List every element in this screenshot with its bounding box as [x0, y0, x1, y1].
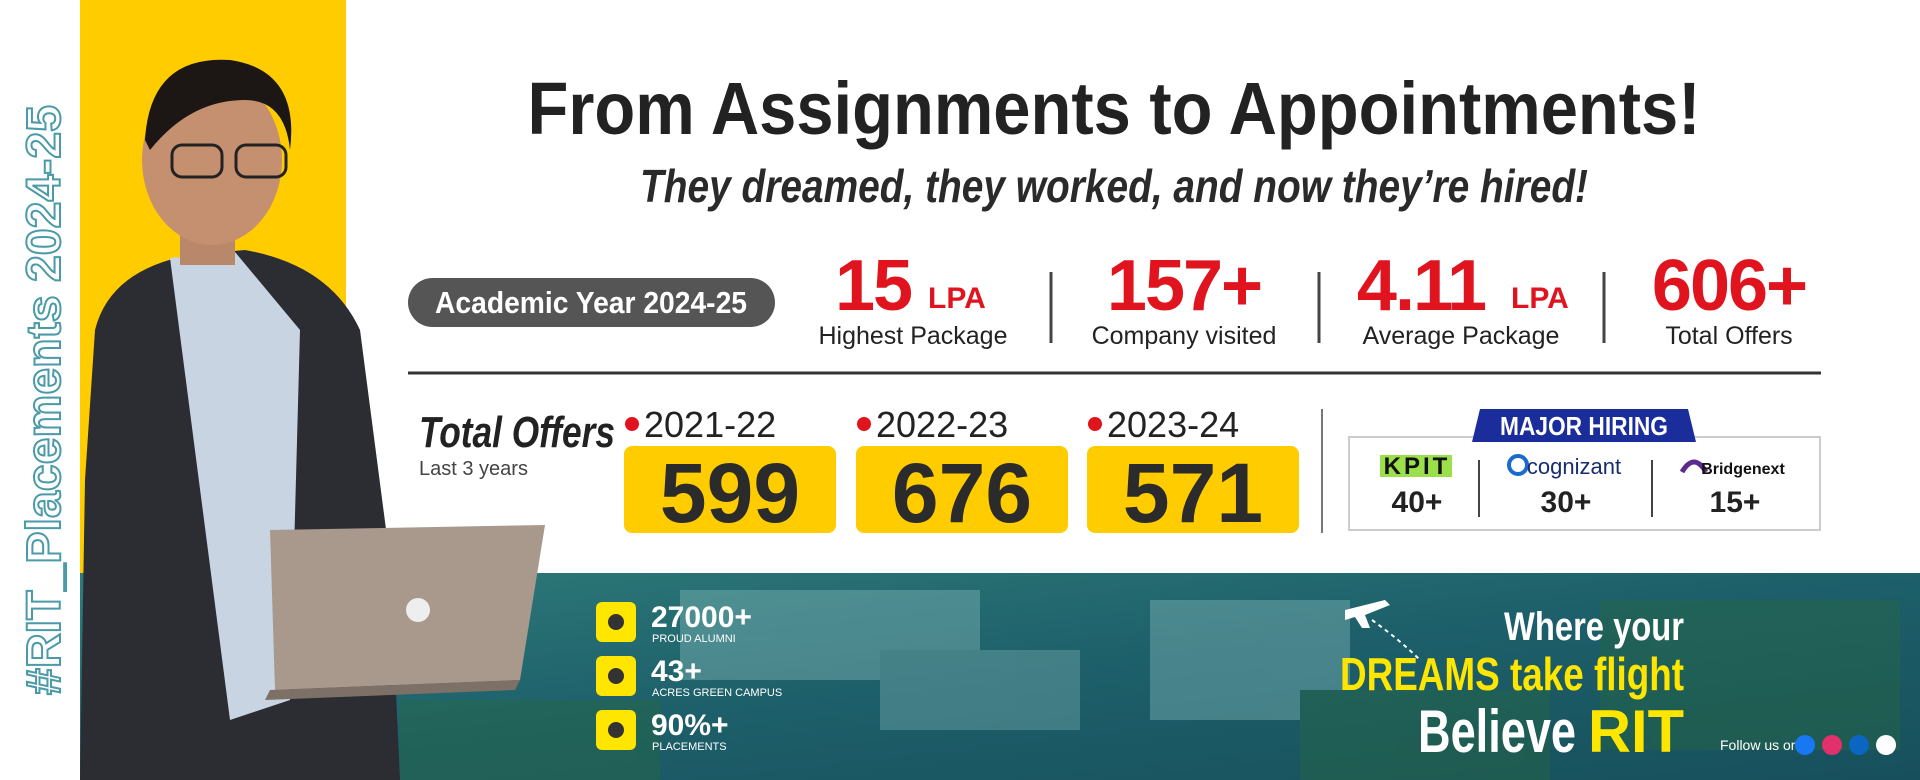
instagram[interactable] [1822, 735, 1842, 755]
stat-label: Average Package [1363, 322, 1560, 350]
tagline-2: DREAMS take flight [1340, 648, 1684, 700]
cognizant-icon [1507, 454, 1529, 476]
fact-value: 43+ [651, 655, 702, 688]
offers-title: Total Offers [419, 408, 615, 457]
count: 571 [1123, 446, 1263, 540]
company-logo: KPIT [1384, 453, 1451, 480]
company-logo: Bridgenext [1701, 461, 1785, 478]
tagline-3b: RIT [1588, 698, 1684, 765]
count-box [1087, 446, 1299, 533]
bullet [625, 417, 639, 431]
count: 676 [892, 446, 1032, 540]
fact-value: 27000+ [651, 601, 752, 634]
company-logo: cognizant [1527, 454, 1621, 479]
kpit-accent [1380, 455, 1452, 477]
campus-buildings [400, 590, 1900, 780]
linkedin[interactable] [1849, 735, 1869, 755]
tagline-3a: Believe [1418, 698, 1576, 765]
tagline-1: Where your [1504, 605, 1684, 649]
company-count: 15+ [1710, 486, 1761, 519]
stat-value: 15 [835, 246, 912, 326]
stat-label: Company visited [1092, 322, 1277, 350]
stat-value: 157+ [1107, 246, 1261, 326]
fact-icon-glyph [608, 614, 624, 630]
fact-label: ACRES GREEN CAMPUS [652, 687, 782, 699]
hiring-tab [1472, 409, 1696, 442]
stats: 15 LPA Highest Package 157+Company visited 4… [818, 246, 1808, 350]
subtitle: They dreamed, they worked, and now they’… [640, 160, 1588, 212]
fact-icon-glyph [608, 722, 624, 738]
bullet [1088, 417, 1102, 431]
offers-subtitle: Last 3 years [419, 458, 528, 480]
company-count: 40+ [1392, 486, 1443, 519]
stat-value: 4.11 [1357, 246, 1486, 326]
social-icons [1795, 735, 1896, 755]
stat-unit: LPA [928, 282, 986, 315]
x-twitter[interactable] [1876, 735, 1896, 755]
fact-icon-glyph [608, 668, 624, 684]
follow-label: Follow us on: [1720, 737, 1802, 753]
fact-label: PLACEMENTS [652, 741, 727, 753]
count-box [624, 446, 836, 533]
year-pill [408, 278, 775, 327]
bridgenext-icon [1679, 459, 1709, 474]
bullet [857, 417, 871, 431]
year-label: 2022-23 [876, 404, 1008, 445]
hashtag: #RIT_Placements 2024-25 [18, 105, 71, 695]
companies: KPIT 40+ cognizant 30+ Bridgenext 15+ [1380, 453, 1785, 519]
hiring-title: MAJOR HIRING [1500, 411, 1668, 441]
year-label: 2023-24 [1107, 404, 1239, 445]
title: From Assignments to Appointments! [528, 67, 1701, 150]
stat-label: Total Offers [1665, 322, 1792, 350]
stat-value: 606+ [1652, 246, 1806, 326]
stat-unit: LPA [1511, 282, 1569, 315]
stat-label: Highest Package [818, 322, 1007, 350]
student-photo [80, 59, 545, 780]
fact-label: PROUD ALUMNI [652, 633, 736, 645]
academic-year: Academic Year 2024-25 [435, 285, 747, 320]
year-label: 2021-22 [644, 404, 776, 445]
count: 599 [660, 446, 800, 540]
plane [1345, 600, 1421, 661]
count-box [856, 446, 1068, 533]
fact-value: 90%+ [651, 709, 729, 742]
hiring-box [1348, 436, 1821, 531]
facts: 27000+PROUD ALUMNI 43+ACRES GREEN CAMPUS 9… [596, 601, 782, 753]
facebook[interactable] [1795, 735, 1815, 755]
company-count: 30+ [1541, 486, 1592, 519]
